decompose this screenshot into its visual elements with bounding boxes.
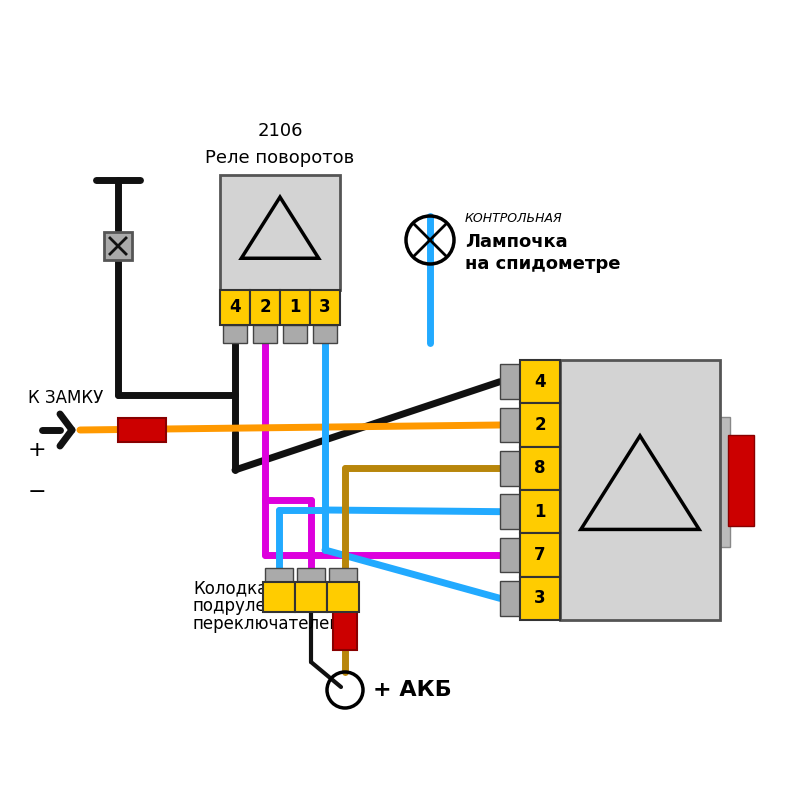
FancyBboxPatch shape	[263, 582, 295, 612]
FancyBboxPatch shape	[327, 582, 359, 612]
Text: на спидометре: на спидометре	[465, 255, 620, 273]
FancyBboxPatch shape	[297, 568, 325, 582]
FancyBboxPatch shape	[280, 290, 310, 325]
FancyBboxPatch shape	[560, 360, 720, 620]
FancyBboxPatch shape	[223, 325, 247, 343]
FancyBboxPatch shape	[500, 407, 520, 442]
Text: 3: 3	[534, 590, 546, 608]
FancyBboxPatch shape	[329, 568, 357, 582]
Text: 4: 4	[229, 298, 241, 316]
Text: 4: 4	[534, 373, 546, 391]
Text: Реле поворотов: Реле поворотов	[206, 149, 355, 167]
FancyBboxPatch shape	[250, 290, 280, 325]
FancyBboxPatch shape	[265, 568, 293, 582]
Text: 2: 2	[259, 298, 271, 316]
Text: К ЗАМКУ: К ЗАМКУ	[28, 389, 104, 407]
FancyBboxPatch shape	[118, 418, 166, 442]
Text: Колодка: Колодка	[193, 579, 267, 597]
FancyBboxPatch shape	[283, 325, 307, 343]
FancyBboxPatch shape	[295, 582, 327, 612]
FancyBboxPatch shape	[728, 436, 754, 527]
FancyBboxPatch shape	[500, 364, 520, 399]
Text: 2: 2	[534, 416, 546, 434]
FancyBboxPatch shape	[520, 577, 560, 620]
Text: 1: 1	[289, 298, 301, 316]
FancyBboxPatch shape	[104, 232, 132, 260]
FancyBboxPatch shape	[253, 325, 277, 343]
FancyBboxPatch shape	[310, 290, 340, 325]
FancyBboxPatch shape	[500, 581, 520, 615]
Text: 1: 1	[535, 502, 546, 520]
FancyBboxPatch shape	[220, 290, 250, 325]
FancyBboxPatch shape	[500, 538, 520, 572]
FancyBboxPatch shape	[520, 360, 560, 403]
FancyBboxPatch shape	[500, 451, 520, 486]
Text: подрулевых: подрулевых	[193, 597, 300, 615]
FancyBboxPatch shape	[500, 495, 520, 529]
FancyBboxPatch shape	[720, 417, 730, 547]
FancyBboxPatch shape	[520, 533, 560, 577]
Text: переключателей: переключателей	[193, 615, 341, 633]
FancyBboxPatch shape	[220, 175, 340, 290]
Text: Лампочка: Лампочка	[465, 233, 568, 251]
Text: 2106: 2106	[257, 122, 303, 140]
FancyBboxPatch shape	[520, 490, 560, 533]
Text: КОНТРОЛЬНАЯ: КОНТРОЛЬНАЯ	[465, 211, 563, 225]
FancyBboxPatch shape	[313, 325, 337, 343]
Text: 8: 8	[535, 459, 546, 477]
Text: +: +	[28, 440, 46, 460]
Text: + АКБ: + АКБ	[373, 680, 451, 700]
Text: 3: 3	[319, 298, 330, 316]
FancyBboxPatch shape	[520, 447, 560, 490]
Text: 7: 7	[534, 546, 546, 564]
FancyBboxPatch shape	[520, 403, 560, 447]
FancyBboxPatch shape	[333, 595, 357, 650]
Text: −: −	[28, 482, 46, 502]
